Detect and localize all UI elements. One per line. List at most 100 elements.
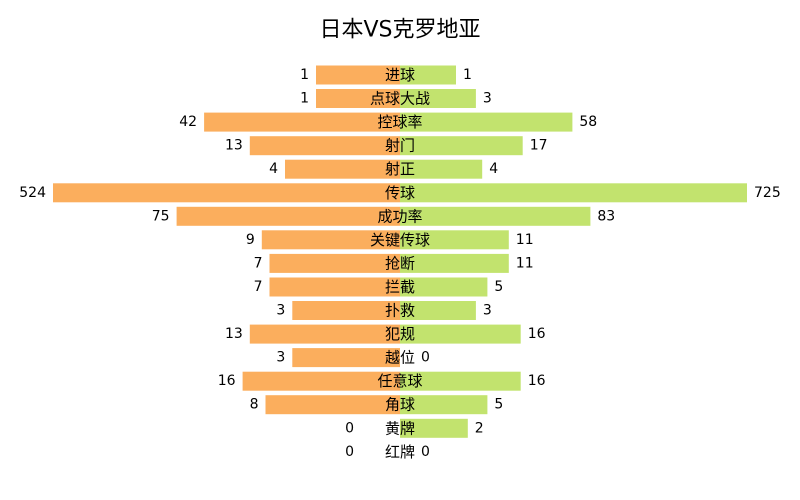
right-bar xyxy=(400,324,521,344)
left-value-label: 9 xyxy=(246,232,255,248)
left-bar xyxy=(249,324,400,344)
stat-row: 角球 8 5 xyxy=(250,395,503,415)
left-value-label: 1 xyxy=(300,91,309,107)
left-value-label: 1 xyxy=(300,67,309,83)
right-value-label: 5 xyxy=(494,279,503,295)
right-value-label: 725 xyxy=(754,185,781,201)
left-value-label: 0 xyxy=(345,420,354,436)
right-bar xyxy=(400,371,521,391)
left-value-label: 524 xyxy=(19,185,46,201)
category-label: 点球大战 xyxy=(370,90,430,108)
right-bar xyxy=(400,277,488,297)
stat-row: 犯规 13 16 xyxy=(225,324,546,344)
left-value-label: 7 xyxy=(254,279,263,295)
category-label: 犯规 xyxy=(385,325,415,343)
category-label: 射门 xyxy=(385,137,415,155)
category-label: 扑救 xyxy=(385,302,415,320)
left-value-label: 4 xyxy=(269,161,278,177)
right-bar xyxy=(400,136,523,156)
stat-row: 点球大战 1 3 xyxy=(300,89,492,108)
category-label: 进球 xyxy=(385,66,415,84)
right-value-label: 58 xyxy=(579,114,597,130)
right-bar xyxy=(400,230,509,250)
left-bar xyxy=(249,136,400,156)
right-bar xyxy=(400,206,591,226)
right-bar xyxy=(400,395,488,415)
right-value-label: 11 xyxy=(516,255,534,271)
right-value-label: 4 xyxy=(489,161,498,177)
stat-row: 进球 1 1 xyxy=(300,65,472,85)
category-label: 越位 xyxy=(385,349,415,367)
left-value-label: 75 xyxy=(152,208,170,224)
stat-row: 红牌 0 0 xyxy=(345,443,430,461)
left-value-label: 0 xyxy=(345,444,354,460)
left-value-label: 13 xyxy=(225,326,243,342)
right-bar xyxy=(400,253,509,273)
right-value-label: 17 xyxy=(530,138,548,154)
right-value-label: 3 xyxy=(483,91,492,107)
right-bar xyxy=(400,301,476,320)
category-label: 任意球 xyxy=(377,372,422,390)
left-value-label: 7 xyxy=(254,255,263,271)
stat-row: 成功率 75 83 xyxy=(152,206,615,226)
category-label: 黄牌 xyxy=(385,419,415,437)
right-value-label: 0 xyxy=(421,350,430,366)
right-bar xyxy=(400,112,573,132)
left-bar xyxy=(53,183,400,203)
stat-row: 越位 3 0 xyxy=(276,348,430,368)
stat-row: 拦截 7 5 xyxy=(254,277,503,297)
right-bar xyxy=(400,65,456,85)
left-bar xyxy=(261,230,400,250)
category-label: 红牌 xyxy=(385,443,415,461)
right-bar xyxy=(400,418,468,438)
left-bar xyxy=(265,395,400,415)
stat-row: 射正 4 4 xyxy=(269,159,498,179)
left-bar xyxy=(269,277,400,297)
right-value-label: 16 xyxy=(528,326,546,342)
stat-row: 射门 13 17 xyxy=(225,136,548,156)
category-label: 射正 xyxy=(385,160,415,178)
left-value-label: 8 xyxy=(250,397,259,413)
left-bar xyxy=(269,253,400,273)
right-value-label: 83 xyxy=(597,208,615,224)
left-bar xyxy=(292,301,400,320)
stat-row: 黄牌 0 2 xyxy=(345,418,484,438)
right-value-label: 5 xyxy=(494,397,503,413)
left-value-label: 42 xyxy=(179,114,197,130)
left-value-label: 3 xyxy=(276,350,285,366)
right-bar xyxy=(400,183,747,203)
left-bar xyxy=(316,65,400,85)
left-bar xyxy=(204,112,400,132)
right-value-label: 16 xyxy=(528,373,546,389)
left-bar xyxy=(285,159,400,179)
category-label: 控球率 xyxy=(377,113,422,131)
category-label: 拦截 xyxy=(385,278,415,296)
right-value-label: 11 xyxy=(516,232,534,248)
right-bar xyxy=(400,159,483,179)
right-value-label: 0 xyxy=(421,444,430,460)
left-bar xyxy=(242,371,400,391)
stat-row: 扑救 3 3 xyxy=(276,301,492,320)
category-label: 传球 xyxy=(385,184,415,202)
category-label: 关键传球 xyxy=(370,231,430,249)
category-label: 成功率 xyxy=(377,207,422,225)
left-value-label: 13 xyxy=(225,138,243,154)
stat-row: 控球率 42 58 xyxy=(179,112,597,132)
stat-row: 传球 524 725 xyxy=(19,183,781,203)
left-bar xyxy=(176,206,400,226)
left-value-label: 16 xyxy=(218,373,236,389)
left-bar xyxy=(316,89,400,108)
right-value-label: 1 xyxy=(463,67,472,83)
left-bar xyxy=(292,348,400,368)
right-bar xyxy=(400,89,476,108)
category-label: 抢断 xyxy=(385,254,415,272)
right-value-label: 3 xyxy=(483,303,492,319)
chart-title: 日本VS克罗地亚 xyxy=(319,18,480,43)
category-label: 角球 xyxy=(385,396,415,414)
right-value-label: 2 xyxy=(475,420,484,436)
stat-row: 任意球 16 16 xyxy=(218,371,546,391)
left-value-label: 3 xyxy=(276,303,285,319)
